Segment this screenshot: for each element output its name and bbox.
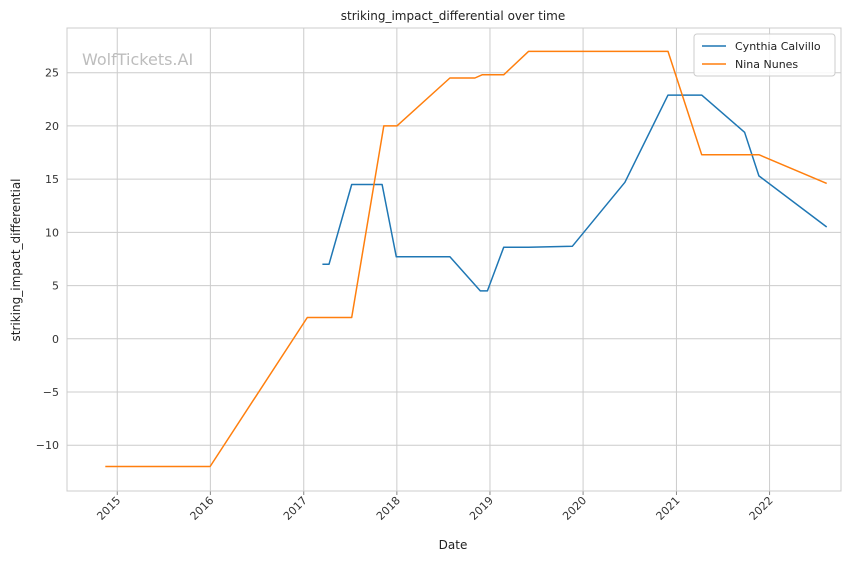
legend-box [693, 33, 836, 77]
y-tick-label: 15 [45, 173, 59, 186]
x-tick-label: 2019 [467, 494, 496, 523]
y-tick-label: 10 [45, 226, 59, 239]
plot-area-frame [66, 27, 842, 492]
y-axis-label: striking_impact_differential [9, 178, 23, 341]
y-tick-label: 5 [52, 280, 59, 293]
x-tick-label: 2020 [560, 494, 589, 523]
y-tick-label: 25 [45, 67, 59, 80]
series-line-cynthia-calvillo [322, 94, 828, 292]
legend: Cynthia Calvillo Nina Nunes [693, 33, 836, 77]
series-line-nina-nunes [105, 50, 827, 468]
y-tick-labels: −10 −5 0 5 10 15 20 25 [36, 67, 59, 453]
x-tick-label: 2015 [94, 494, 123, 523]
x-tick-label: 2017 [281, 494, 310, 523]
x-axis-label: Date [439, 538, 468, 552]
series-layer [105, 50, 828, 468]
legend-label-nina-nunes: Nina Nunes [735, 58, 798, 71]
watermark: WolfTickets.AI [82, 50, 193, 69]
y-gridlines [67, 72, 841, 446]
y-tick-label: −5 [43, 386, 59, 399]
x-tick-label: 2021 [654, 494, 683, 523]
legend-label-cynthia-calvillo: Cynthia Calvillo [735, 40, 821, 53]
y-tick-label: 0 [52, 333, 59, 346]
x-gridlines [116, 28, 771, 495]
chart-title: striking_impact_differential over time [341, 9, 566, 23]
y-tick-label: 20 [45, 120, 59, 133]
x-tick-label: 2018 [374, 494, 403, 523]
x-tick-label: 2016 [188, 494, 217, 523]
x-tick-labels: 2015 2016 2017 2018 2019 2020 2021 2022 [94, 494, 775, 523]
x-tick-label: 2022 [747, 494, 776, 523]
y-tick-label: −10 [36, 439, 59, 452]
